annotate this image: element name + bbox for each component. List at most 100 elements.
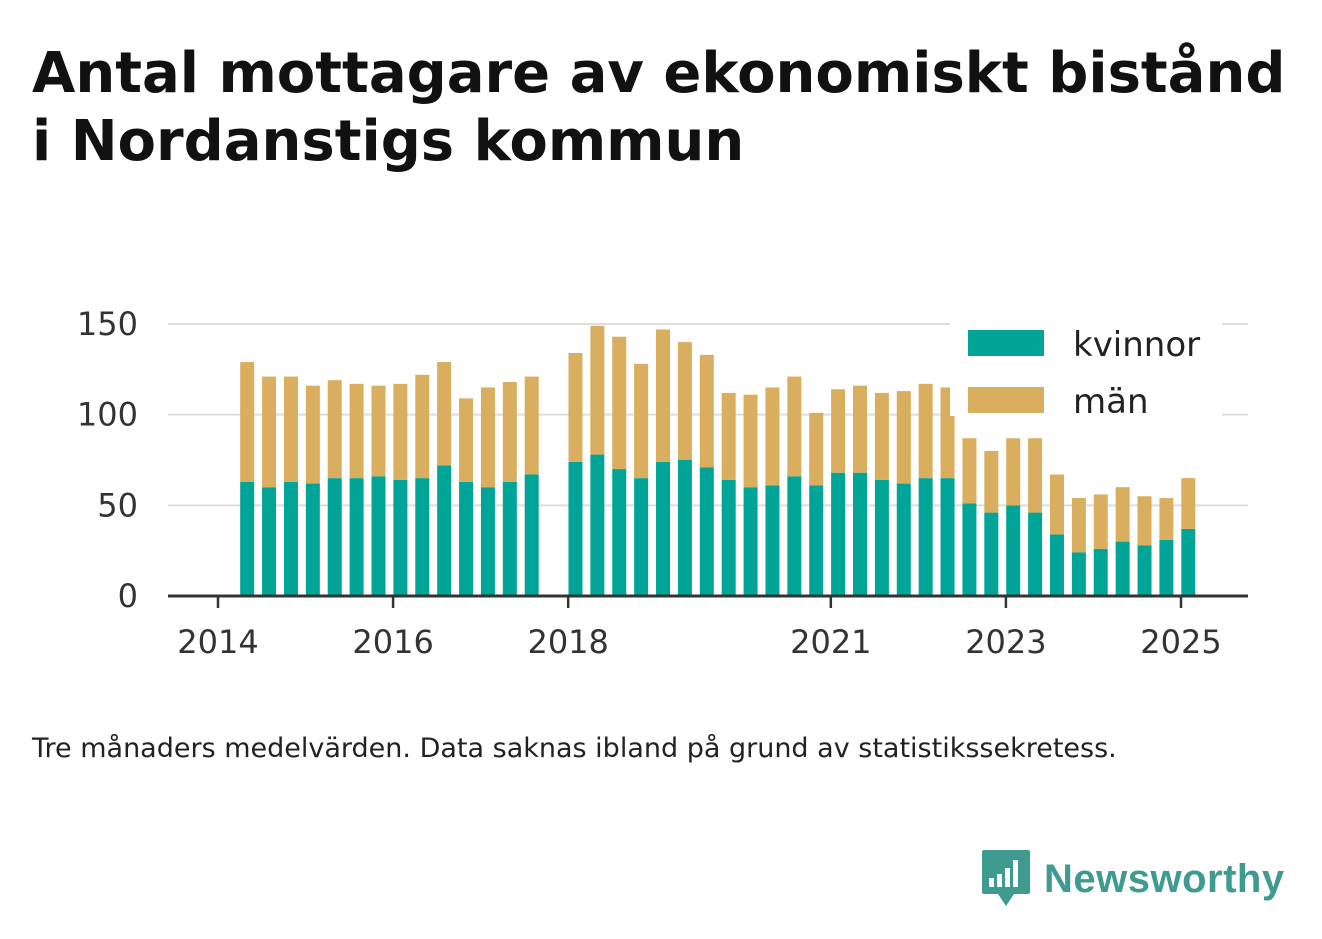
bars (240, 325, 1196, 596)
legend: kvinnor män (950, 316, 1222, 422)
bar-kvinnor-2023-08 (1049, 534, 1064, 596)
bar-kvinnor-2016-11 (459, 481, 474, 596)
bar-man-2019-11 (721, 392, 736, 480)
bar-kvinnor-2019-02 (656, 461, 671, 596)
bar-kvinnor-2019-11 (721, 479, 736, 596)
legend-swatch-kvinnor (968, 330, 1044, 356)
bar-man-2022-11 (984, 450, 999, 513)
bar-kvinnor-2015-02 (305, 483, 320, 596)
bar-man-2021-11 (896, 391, 911, 484)
bar-man-2017-02 (480, 387, 495, 488)
bar-man-2019-05 (677, 342, 692, 460)
chart-title: Antal mottagare av ekonomiskt bistånd i … (32, 40, 1302, 176)
bar-kvinnor-2018-05 (590, 454, 605, 596)
bar-man-2024-11 (1159, 498, 1174, 540)
bar-kvinnor-2018-02 (568, 461, 583, 596)
bar-man-2016-08 (437, 362, 452, 466)
bar-man-2018-02 (568, 353, 583, 462)
bar-man-2017-05 (502, 382, 517, 482)
bar-man-2020-05 (765, 387, 780, 486)
x-axis: 2014 2016 2018 2021 2023 2025 (168, 594, 1248, 661)
stacked-bar-chart: 0 50 100 150 2014 2016 2018 2021 2023 2025 kvinn… (77, 305, 1248, 661)
bar-kvinnor-2024-02 (1093, 548, 1108, 596)
bar-man-2016-11 (459, 398, 474, 482)
bar-man-2021-08 (874, 392, 889, 480)
bar-man-2015-05 (327, 380, 342, 479)
bar-kvinnor-2015-08 (349, 478, 364, 596)
bar-man-2021-02 (831, 389, 846, 473)
legend-label-man: män (1073, 382, 1149, 422)
bar-kvinnor-2014-11 (283, 481, 298, 596)
bar-man-2021-05 (853, 385, 867, 473)
bar-kvinnor-2023-11 (1071, 552, 1086, 596)
bar-man-2025-02 (1181, 478, 1196, 529)
bar-man-2020-02 (743, 394, 758, 488)
bar-man-2022-08 (962, 438, 977, 504)
bar-kvinnor-2024-08 (1137, 545, 1152, 596)
bar-man-2024-05 (1115, 487, 1130, 542)
bar-man-2014-05 (240, 362, 255, 482)
x-tick-label-2025: 2025 (1140, 623, 1221, 661)
bar-kvinnor-2014-08 (262, 487, 277, 596)
bar-kvinnor-2018-11 (634, 478, 649, 596)
bar-kvinnor-2020-05 (765, 485, 780, 596)
y-tick-label-0: 0 (118, 577, 138, 615)
bar-kvinnor-2022-11 (984, 512, 999, 596)
bar-man-2024-02 (1093, 494, 1108, 549)
footnote: Tre månaders medelvärden. Data saknas ib… (32, 733, 1117, 764)
bar-kvinnor-2021-02 (831, 472, 846, 596)
brand-logo[interactable]: Newsworthy (980, 848, 1285, 910)
bar-kvinnor-2017-02 (480, 487, 495, 596)
bar-man-2022-02 (918, 383, 933, 479)
bar-man-2018-11 (634, 363, 649, 479)
bar-kvinnor-2021-08 (874, 479, 889, 596)
bar-man-2019-08 (699, 354, 714, 468)
bar-kvinnor-2021-05 (853, 472, 867, 596)
bar-kvinnor-2017-05 (502, 481, 517, 596)
bar-man-2017-08 (524, 376, 539, 475)
bar-man-2020-08 (787, 376, 802, 477)
bar-kvinnor-2019-05 (677, 460, 692, 596)
bar-kvinnor-2018-08 (612, 469, 627, 596)
newsworthy-logo-icon (982, 850, 1030, 906)
y-axis-tick-labels: 0 50 100 150 (77, 305, 138, 615)
bar-kvinnor-2016-02 (393, 479, 408, 596)
bar-kvinnor-2022-02 (918, 478, 933, 596)
bar-kvinnor-2025-02 (1181, 528, 1196, 596)
bar-man-2014-11 (283, 376, 298, 482)
x-tick-label-2023: 2023 (965, 623, 1046, 661)
bar-man-2015-02 (305, 385, 320, 484)
bar-man-2023-05 (1028, 438, 1043, 513)
bar-man-2018-05 (590, 325, 605, 455)
x-tick-label-2021: 2021 (790, 623, 871, 661)
bar-kvinnor-2015-11 (371, 476, 386, 596)
x-tick-label-2018: 2018 (527, 623, 608, 661)
bar-kvinnor-2014-05 (240, 481, 255, 596)
bar-kvinnor-2015-05 (327, 478, 342, 596)
bar-kvinnor-2017-08 (524, 474, 539, 596)
bar-kvinnor-2023-02 (1006, 505, 1021, 596)
bar-man-2015-08 (349, 383, 364, 479)
legend-swatch-man (968, 387, 1044, 413)
legend-label-kvinnor: kvinnor (1073, 325, 1200, 365)
bar-kvinnor-2023-05 (1028, 512, 1043, 596)
bar-kvinnor-2022-05 (940, 478, 955, 596)
y-tick-label-50: 50 (97, 486, 138, 524)
bar-man-2018-08 (612, 336, 627, 470)
bar-kvinnor-2022-08 (962, 503, 977, 596)
bar-man-2016-02 (393, 383, 408, 480)
bar-man-2015-11 (371, 385, 386, 477)
chart-title-line-1: Antal mottagare av ekonomiskt bistånd (32, 41, 1286, 106)
y-tick-label-100: 100 (77, 396, 138, 434)
bar-man-2020-11 (809, 412, 824, 486)
bar-kvinnor-2016-08 (437, 465, 452, 596)
bar-kvinnor-2020-11 (809, 485, 824, 596)
bar-kvinnor-2020-02 (743, 487, 758, 596)
x-tick-label-2014: 2014 (177, 623, 258, 661)
bar-man-2016-05 (415, 374, 430, 479)
x-tick-label-2016: 2016 (352, 623, 433, 661)
bar-kvinnor-2020-08 (787, 476, 802, 596)
bar-man-2023-08 (1049, 474, 1064, 535)
bar-man-2023-02 (1006, 438, 1021, 506)
brand-name: Newsworthy (1044, 856, 1285, 901)
